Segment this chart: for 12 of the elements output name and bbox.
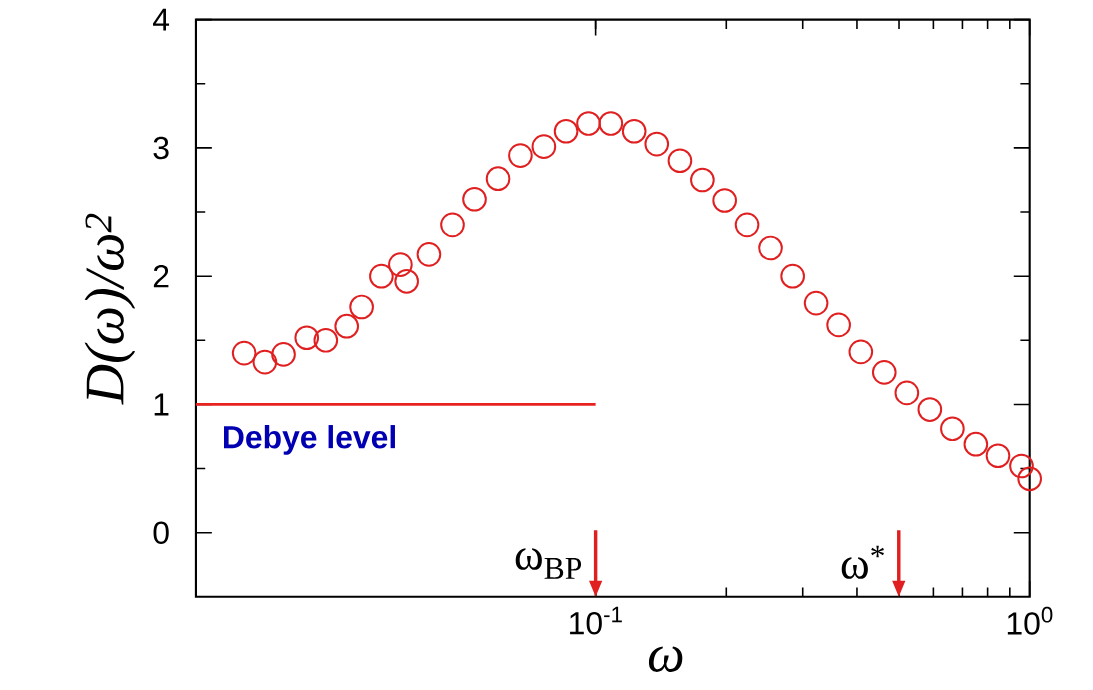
y-tick-label: 2 <box>153 265 169 288</box>
y-axis-title: D(ω)/ω$^{2}$ <box>84 213 136 405</box>
series-label: Debye level <box>224 425 395 455</box>
annotation: ω$_{BP}$ <box>515 548 582 579</box>
y-tick-label: 3 <box>153 136 169 160</box>
annotation: ω$^{*}$ <box>841 545 884 579</box>
x-axis-title: ω <box>648 646 683 672</box>
y-tick-label: 1 <box>154 393 169 416</box>
x-tick-label: 10$^{-1}$ <box>570 606 622 635</box>
x-tick-label: 10$^{0}$ <box>1007 606 1053 635</box>
y-tick-label: 0 <box>153 521 169 545</box>
y-tick-label: 4 <box>153 8 170 31</box>
